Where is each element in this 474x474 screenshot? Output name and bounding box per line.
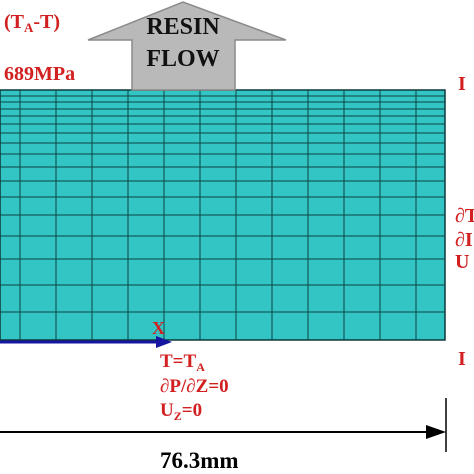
text: A [196,360,205,374]
text: =0 [182,400,202,421]
text: Z [174,409,182,423]
arrow-label: FLOW [146,46,219,72]
bc-label: ∂T [455,205,474,227]
bc-label: I [458,348,466,370]
dimension-head [426,425,446,439]
text: -T) [33,11,60,33]
x-axis-head [156,336,172,348]
arrow-label: RESIN [146,14,220,40]
text: (T [4,11,25,33]
text: T=T [160,351,196,372]
modulus-label: 689MPa [4,63,75,85]
axis-label: X [152,318,165,338]
bc-label: I [458,73,466,95]
bc-label: UZ=0 [160,400,202,423]
text: U [160,400,174,421]
bc-label: U [455,251,469,273]
bc-label: T=TA [160,351,205,374]
bc-label: ∂P/∂Z=0 [160,376,229,397]
bc-label: ∂I [455,229,473,251]
stress-label: (TA-T) [4,11,60,35]
flow-arrow [87,1,287,91]
dimension-label: 76.3mm [160,448,239,473]
mesh-lines [0,90,445,340]
text: A [24,20,34,35]
